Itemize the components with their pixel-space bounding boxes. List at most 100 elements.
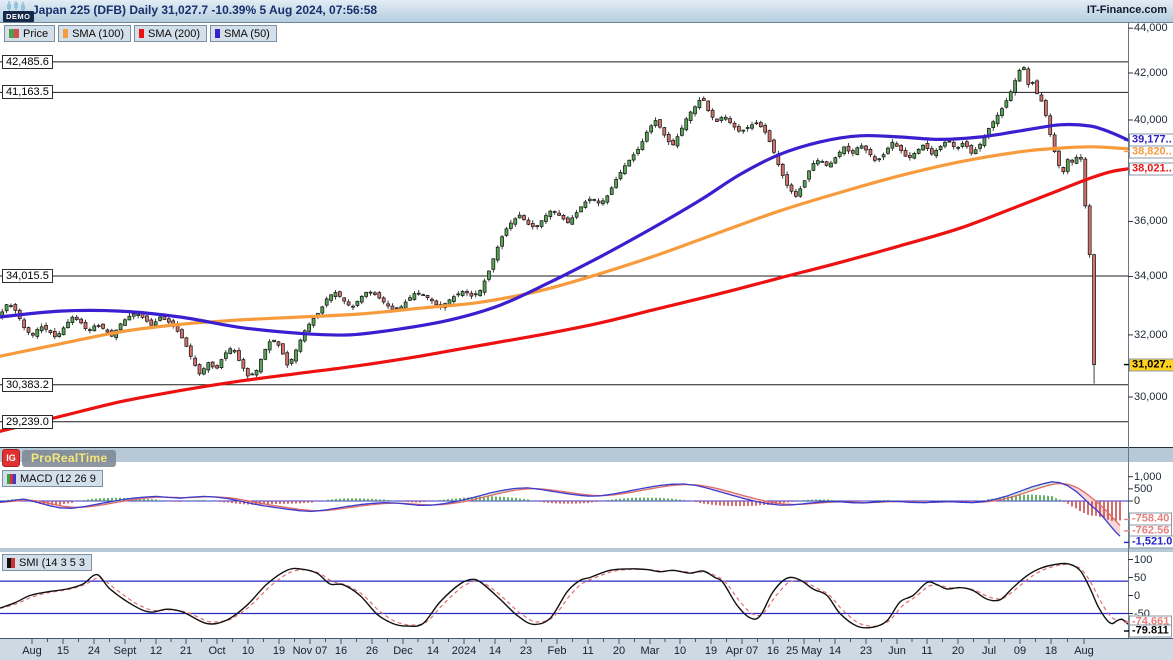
line-sma-50- [0,122,1128,337]
smi-marker: -79.811 [1129,624,1172,638]
smi-pane [0,562,1128,629]
level-label: 42,485.6 [2,54,53,69]
macd-signal-line [0,482,1121,526]
macd-line [0,481,1121,537]
level-label: 41,163.5 [2,85,53,100]
demo-badge: DEMO [3,11,34,22]
chart-title: Japan 225 (DFB) Daily 31,027.7 -10.39% 5… [32,3,378,17]
legend-item-price[interactable]: Price [4,25,56,42]
x-axis-label: 09 [1013,645,1027,657]
level-label: 30,383.2 [2,377,53,392]
prorealtime-watermark: IG ProRealTime [2,449,117,467]
y-axis-tick-label: 40,000 [1134,113,1168,126]
level-label: 34,015.5 [2,269,53,284]
x-axis-label: Aug [1074,645,1094,657]
x-axis-strip[interactable]: Aug 15 24 Sept 12 21 Oct 10 19 Nov 07 16 26 Dec 14 202… [0,638,1173,660]
x-axis-label: 20 [951,645,965,657]
x-axis-label: 24 [87,645,101,657]
x-axis-label: Nov 07 [292,645,328,657]
smi-axis-tick-label: 100 [1134,553,1153,566]
legend-item-label: SMA (100) [72,27,125,40]
x-axis-label: Mar [640,645,660,657]
x-axis-label: 25 May [785,645,823,657]
legend-item-sma-50-[interactable]: SMA (50) [210,25,277,42]
y-axis-tick-label: 34,000 [1134,270,1168,283]
pane-separator[interactable] [0,548,1173,552]
macd-axis-tick-label: 0 [1134,495,1141,507]
x-axis-label: 23 [859,645,873,657]
macd-marker: -1,521.0 [1129,535,1173,549]
x-axis-label: 18 [1044,645,1058,657]
x-axis-label: 14 [488,645,502,657]
x-axis-label: Feb [547,645,567,657]
y-axis-tick-label: 30,000 [1134,391,1168,404]
smi-label-chip[interactable]: SMI (14 3 5 3 [2,554,93,571]
x-axis-label: 15 [56,645,70,657]
pane-separator[interactable] [0,448,1173,462]
x-axis-label: 12 [149,645,163,657]
legend-item-label: Price [23,27,49,40]
candlestick-series [0,66,1096,384]
x-axis-label: 2024 [451,645,477,657]
price-marker: 38,820.. [1129,145,1173,158]
main-price-pane [0,61,1128,433]
macd-label-chip[interactable]: MACD (12 26 9 [2,470,103,487]
legend-swatch-icon [139,29,145,38]
x-axis-label: 21 [179,645,193,657]
legend-swatch-icon [215,29,220,38]
x-axis-label: Oct [208,645,226,657]
header-bar: DEMO Japan 225 (DFB) Daily 31,027.7 -10.… [0,0,1173,23]
x-axis-label: 20 [612,645,626,657]
legend-item-label: SMA (50) [224,27,270,40]
x-axis-label: Apr 07 [725,645,759,657]
x-axis-label: Jul [981,645,997,657]
legend-item-sma-100-[interactable]: SMA (100) [58,25,132,42]
macd-label: MACD (12 26 9 [20,472,96,485]
x-axis-label: 19 [704,645,718,657]
ig-logo: IG [2,449,20,467]
smi-label: SMI (14 3 5 3 [19,556,86,569]
y-axis-tick-label: 44,000 [1134,22,1168,35]
x-axis-label: 14 [828,645,842,657]
legend-swatch-icon [63,29,69,38]
smi-axis-tick-label: 0 [1134,589,1141,602]
macd-pane [0,481,1128,537]
x-axis-label: 14 [426,645,440,657]
watermark-label: ProRealTime [22,449,117,467]
x-axis-label: Jun [888,645,906,657]
macd-icon [7,473,16,484]
x-axis-label: 23 [519,645,533,657]
price-marker: 38,021.. [1129,162,1173,176]
line-sma-100- [0,145,1128,358]
legend-item-label: SMA (200) [148,27,200,40]
macd-axis-tick-label: 500 [1134,482,1153,495]
x-axis-label: 19 [272,645,286,657]
x-axis-label: 11 [582,645,594,657]
x-axis-label: 26 [365,645,379,657]
x-axis-label: Sept [113,645,137,657]
x-axis-label: 16 [334,645,348,657]
smi-signal-line [0,563,1128,628]
x-axis-label: 16 [766,645,780,657]
y-axis-tick-label: 42,000 [1134,67,1168,79]
legend-bar: Price SMA (100) SMA (200) SMA (50) [4,25,277,42]
platform-candles-icon [7,1,25,11]
x-axis-label: 11 [921,645,933,657]
smi-icon [7,557,15,568]
legend-item-sma-200-[interactable]: SMA (200) [134,25,207,42]
x-axis-label: Aug [22,645,42,657]
x-axis-label: 10 [673,645,687,657]
brand-link[interactable]: IT-Finance.com [1086,4,1167,16]
line-sma-200- [0,167,1128,433]
x-axis-label: 10 [241,645,255,657]
macd-axis-tick-label: 1,000 [1134,470,1162,483]
x-axis-label: Dec [393,645,413,657]
smi-line [0,562,1128,629]
price-marker: 31,027.. [1129,358,1173,372]
y-axis-tick-label: 32,000 [1134,328,1168,341]
smi-axis-tick-label: 50 [1134,571,1147,584]
legend-swatch-icon [9,29,19,38]
y-axis-tick-label: 36,000 [1134,215,1168,228]
